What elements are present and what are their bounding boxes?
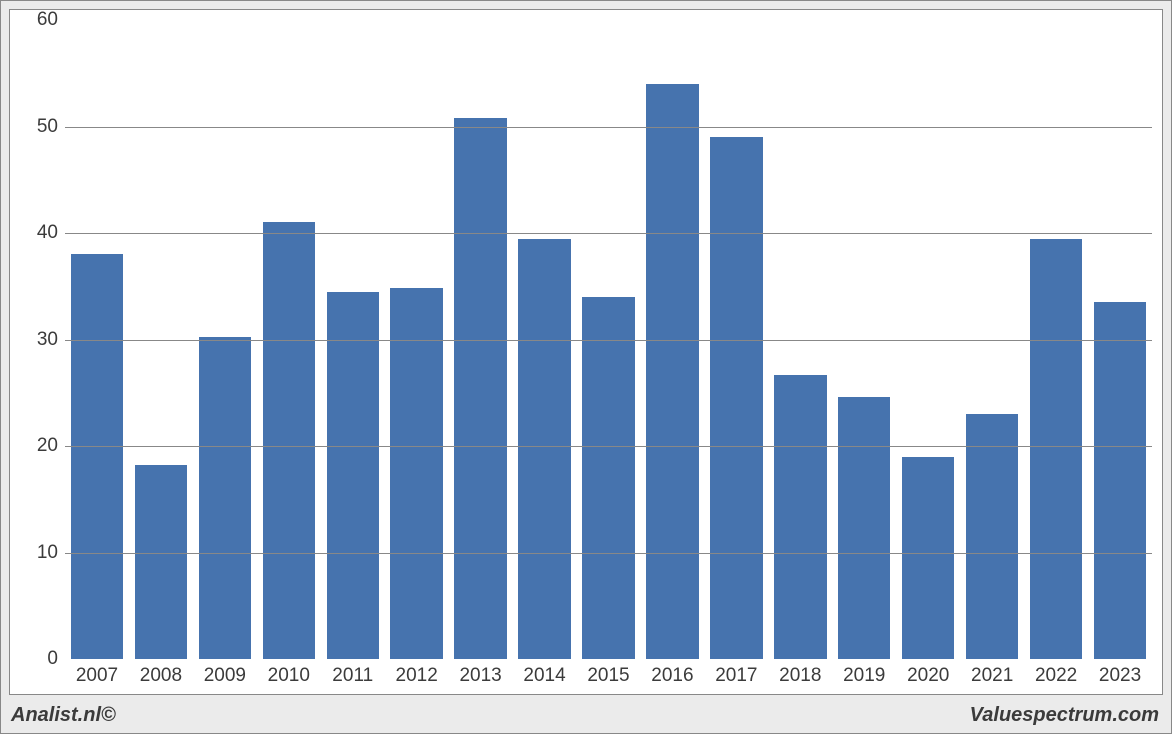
bar: [390, 288, 442, 659]
plot-area: 0102030405060200720082009201020112012201…: [65, 20, 1152, 659]
gridline: [65, 233, 1152, 234]
bar: [582, 297, 634, 659]
bar: [966, 414, 1018, 659]
x-axis-label: 2018: [779, 665, 821, 687]
x-axis-label: 2015: [587, 665, 629, 687]
x-axis-label: 2013: [459, 665, 501, 687]
bar: [1094, 302, 1146, 659]
x-axis-label: 2011: [332, 665, 373, 687]
gridline: [65, 446, 1152, 447]
x-axis-label: 2019: [843, 665, 885, 687]
x-axis-label: 2014: [523, 665, 565, 687]
x-axis-label: 2020: [907, 665, 949, 687]
bar: [646, 84, 698, 659]
chart-container: 0 10 20 30 40 50 60 2007 2008 2009 2010 2011 2012 201…: [0, 0, 1172, 734]
plot-frame: 0 10 20 30 40 50 60 2007 2008 2009 2010 2011 2012 201…: [9, 9, 1163, 695]
bar: [71, 254, 123, 659]
y-axis-label: 30: [20, 329, 58, 351]
y-axis-label: 0: [20, 648, 58, 670]
y-axis-label: 10: [20, 542, 58, 564]
x-axis-label: 2012: [396, 665, 438, 687]
x-axis-label: 2008: [140, 665, 182, 687]
x-axis-label: 2021: [971, 665, 1013, 687]
bar: [902, 457, 954, 659]
bar: [327, 292, 379, 659]
gridline: [65, 553, 1152, 554]
y-axis-label: 50: [20, 116, 58, 138]
bar: [135, 465, 187, 659]
bar: [454, 118, 506, 659]
x-axis-label: 2017: [715, 665, 757, 687]
x-axis-label: 2016: [651, 665, 693, 687]
footer-right-text: Valuespectrum.com: [970, 704, 1159, 727]
bar: [710, 137, 762, 659]
x-axis-label: 2009: [204, 665, 246, 687]
y-axis-label: 20: [20, 435, 58, 457]
bar: [199, 337, 251, 659]
gridline: [65, 340, 1152, 341]
footer-left-text: Analist.nl©: [11, 704, 116, 727]
bar: [774, 375, 826, 659]
y-axis-label: 40: [20, 222, 58, 244]
bar: [263, 222, 315, 659]
x-axis-label: 2023: [1099, 665, 1141, 687]
bar: [838, 397, 890, 659]
bar: [518, 239, 570, 659]
y-axis-label: 60: [20, 9, 58, 31]
x-axis-label: 2007: [76, 665, 118, 687]
x-axis-label: 2022: [1035, 665, 1077, 687]
x-axis-label: 2010: [268, 665, 310, 687]
gridline: [65, 127, 1152, 128]
bar: [1030, 239, 1082, 659]
